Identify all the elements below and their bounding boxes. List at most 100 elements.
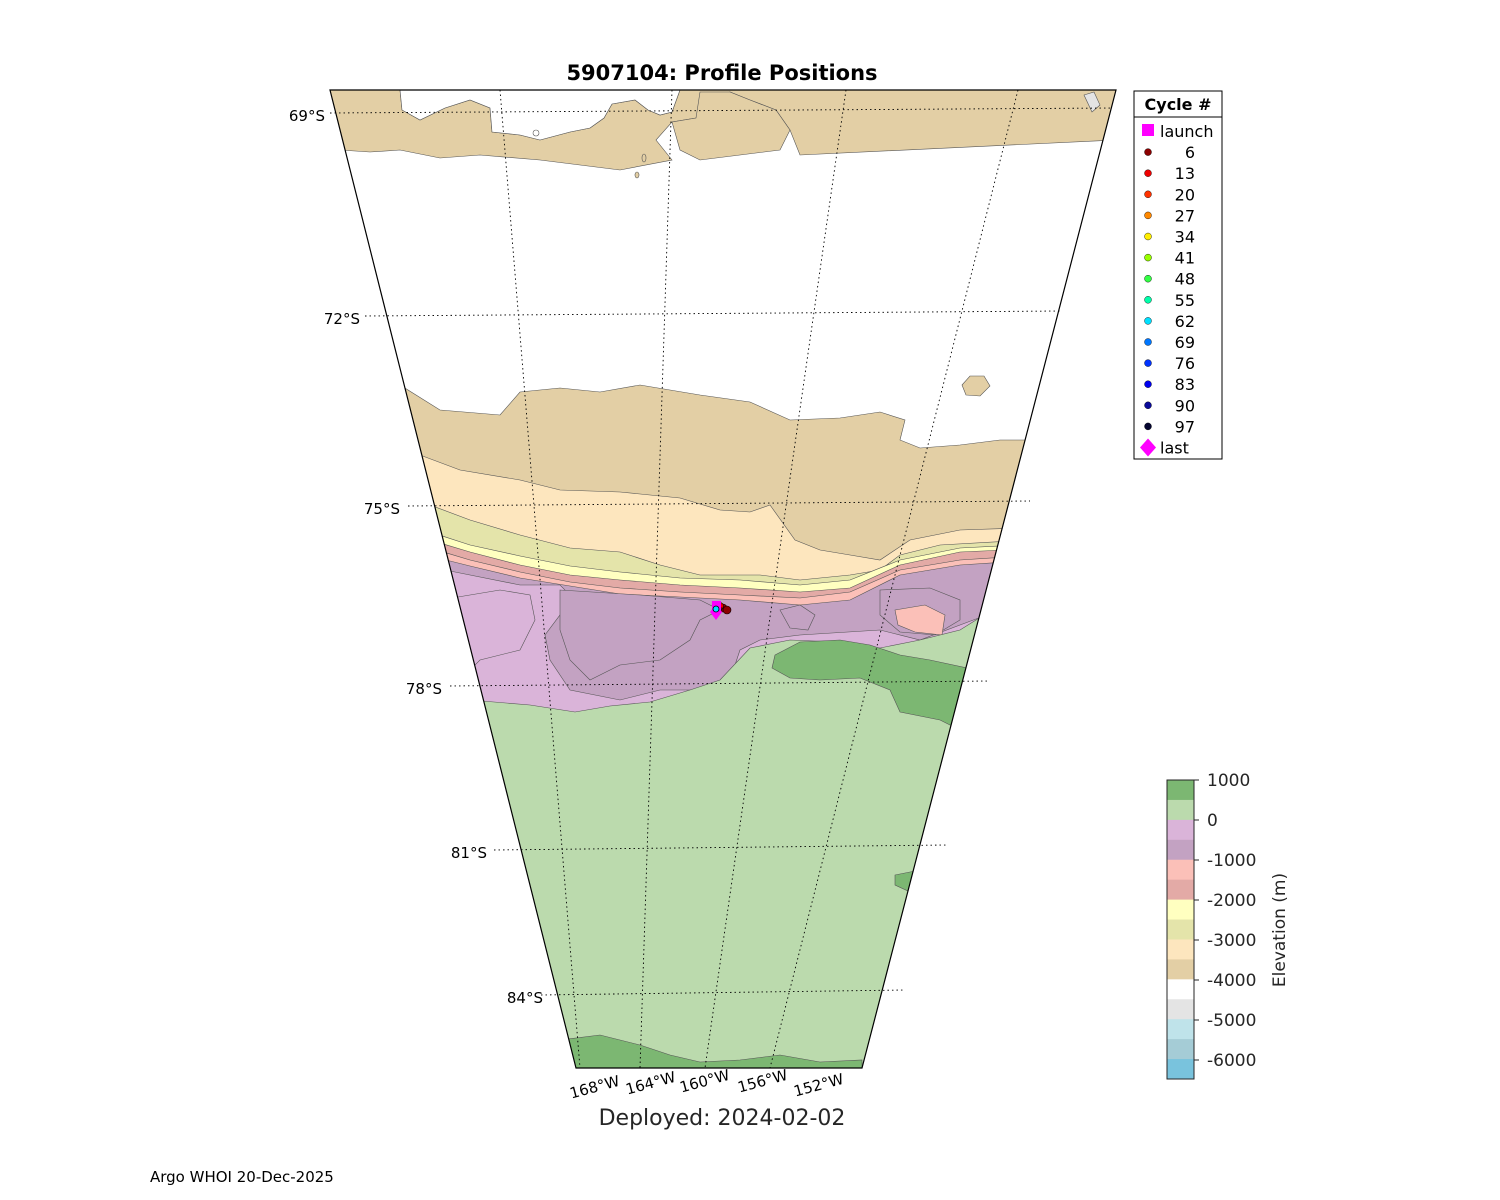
latitude-label: 81°S bbox=[451, 844, 487, 862]
legend-marker-cycle bbox=[1144, 148, 1152, 156]
legend-marker-cycle bbox=[1144, 422, 1152, 431]
footer-credit: Argo WHOI 20-Dec-2025 bbox=[150, 1168, 334, 1186]
legend-marker-cycle bbox=[1144, 211, 1152, 220]
latitude-label: 78°S bbox=[406, 680, 442, 698]
legend-marker-launch bbox=[1142, 124, 1154, 136]
legend-marker-cycle bbox=[1144, 296, 1152, 304]
longitude-label: 160°W bbox=[678, 1066, 732, 1097]
legend-label: 6 bbox=[1185, 143, 1195, 162]
colorbar-swatches bbox=[1167, 780, 1194, 1080]
legend-label: 69 bbox=[1175, 333, 1195, 352]
colorbar-swatch bbox=[1167, 1039, 1194, 1060]
colorbar-ticks: 1000 0 -1000 -2000 -3000 -4000 -5000 -6000 bbox=[1194, 771, 1256, 1071]
colorbar-swatch bbox=[1167, 799, 1194, 821]
latitude-label: 69°S bbox=[289, 107, 325, 125]
upper-deep-notch bbox=[330, 90, 681, 141]
shelf-trough-small bbox=[779, 604, 816, 631]
seamount bbox=[1061, 319, 1071, 335]
longitude-labels: 168°W 164°W 160°W 156°W 152°W bbox=[568, 1066, 846, 1103]
colorbar-tick-label: -2000 bbox=[1207, 891, 1256, 911]
legend-marker-cycle bbox=[1144, 169, 1152, 177]
map-area: 69°S 72°S 75°S 78°S 81°S 84°S 168°W 164°W 160°W… bbox=[289, 89, 1117, 1103]
deployed-date: Deployed: 2024-02-02 bbox=[599, 1106, 846, 1131]
colorbar-swatch bbox=[1167, 839, 1194, 861]
longitude-label: 156°W bbox=[736, 1066, 790, 1097]
legend-label: 34 bbox=[1175, 228, 1195, 247]
legend-label: 48 bbox=[1175, 270, 1195, 289]
colorbar-swatch bbox=[1167, 899, 1194, 921]
longitude-label: 164°W bbox=[624, 1068, 678, 1099]
legend-label: 13 bbox=[1175, 164, 1195, 183]
longitude-gridline bbox=[639, 89, 673, 1069]
high-elevation-patch-south bbox=[559, 1034, 863, 1068]
latitude-label: 72°S bbox=[324, 310, 360, 328]
legend-label: 76 bbox=[1175, 354, 1195, 373]
colorbar-swatch bbox=[1167, 939, 1194, 960]
colorbar-frame bbox=[1166, 779, 1195, 1080]
legend-marker-cycle bbox=[1144, 190, 1152, 199]
colorbar-tick-label: -5000 bbox=[1207, 1011, 1256, 1031]
legend-label: last bbox=[1160, 439, 1189, 458]
longitude-gridline bbox=[769, 89, 1019, 1069]
legend-marker-cycle bbox=[1144, 338, 1152, 346]
legend-marker-cycle bbox=[1144, 232, 1152, 241]
legend-marker-cycle bbox=[1144, 275, 1152, 283]
legend-label: 55 bbox=[1175, 291, 1195, 310]
legend: Cycle # launch 6 13 20 27 34 41 48 55 62 69 76 83 90 9… bbox=[1133, 90, 1223, 460]
colorbar-tick-label: -6000 bbox=[1207, 1051, 1256, 1071]
legend-marker-cycle bbox=[1144, 380, 1152, 388]
legend-marker-cycle bbox=[1144, 359, 1152, 367]
shelf-trough bbox=[559, 589, 721, 681]
legend-marker-cycle bbox=[1144, 253, 1152, 262]
legend-marker-last bbox=[1140, 438, 1156, 457]
seamount bbox=[532, 129, 540, 137]
latitude-labels: 69°S 72°S 75°S 78°S 81°S 84°S bbox=[289, 107, 543, 1007]
seamount bbox=[383, 359, 399, 369]
colorbar-swatch bbox=[1167, 1019, 1194, 1040]
longitude-label: 168°W bbox=[568, 1072, 622, 1103]
legend-title: Cycle # bbox=[1145, 95, 1212, 114]
legend-label: 20 bbox=[1175, 185, 1195, 204]
colorbar-tick-label: -1000 bbox=[1207, 851, 1256, 871]
high-elevation-patch bbox=[894, 869, 946, 893]
longitude-label: 152°W bbox=[792, 1070, 846, 1101]
latitude-gridline bbox=[329, 107, 1114, 114]
colorbar-swatch bbox=[1167, 879, 1194, 901]
float-track bbox=[710, 601, 732, 620]
legend-marker-cycle bbox=[1144, 401, 1152, 409]
colorbar-swatch bbox=[1167, 919, 1194, 940]
map-frame bbox=[329, 89, 1117, 1069]
legend-label: 27 bbox=[1175, 206, 1195, 225]
latitude-label: 84°S bbox=[507, 989, 543, 1007]
upper-right-shelf bbox=[671, 91, 791, 161]
legend-label: 41 bbox=[1175, 249, 1195, 268]
legend-label: 83 bbox=[1175, 375, 1195, 394]
profile-marker bbox=[722, 605, 732, 615]
profile-marker bbox=[712, 605, 720, 613]
map-title: 5907104: Profile Positions bbox=[566, 61, 877, 85]
colorbar-swatch bbox=[1167, 1059, 1194, 1080]
colorbar-tick-label: 1000 bbox=[1207, 771, 1250, 791]
graticule bbox=[329, 89, 1114, 1069]
colorbar-swatch bbox=[1167, 819, 1194, 841]
colorbar-swatch bbox=[1167, 999, 1194, 1020]
colorbar-tick-label: -4000 bbox=[1207, 971, 1256, 991]
seamount bbox=[961, 375, 991, 397]
legend-label: 62 bbox=[1175, 312, 1195, 331]
colorbar-swatch bbox=[1167, 959, 1194, 980]
small-deep-patch bbox=[1083, 91, 1101, 113]
colorbar-swatch bbox=[1167, 979, 1194, 1000]
latitude-gridline bbox=[407, 500, 1031, 507]
colorbar-tick-label: -3000 bbox=[1207, 931, 1256, 951]
legend-marker-cycle bbox=[1144, 317, 1152, 325]
longitude-gridline bbox=[499, 89, 581, 1069]
colorbar-swatch bbox=[1167, 780, 1194, 801]
latitude-label: 75°S bbox=[364, 500, 400, 518]
legend-entries: launch 6 13 20 27 34 41 48 55 62 69 76 83 90 97 last bbox=[1140, 122, 1213, 458]
latitude-gridline bbox=[449, 680, 991, 687]
colorbar-tick-label: 0 bbox=[1207, 811, 1218, 831]
colorbar: 1000 0 -1000 -2000 -3000 -4000 -5000 -6000 Elev… bbox=[1166, 771, 1290, 1080]
legend-label: 97 bbox=[1175, 417, 1195, 436]
colorbar-swatch bbox=[1167, 859, 1194, 881]
